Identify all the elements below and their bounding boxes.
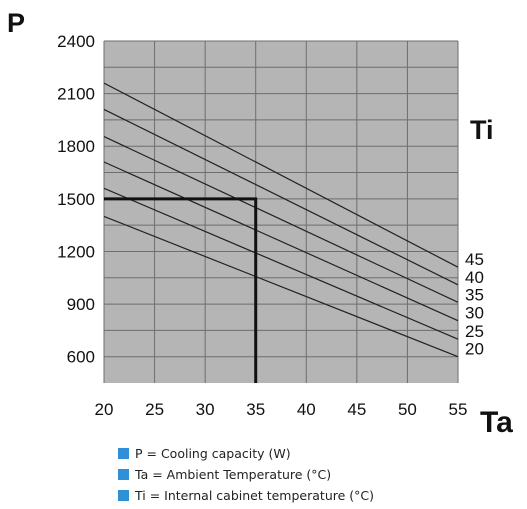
x-tick-label: 40 <box>297 400 316 419</box>
series-label-40: 40 <box>465 268 484 287</box>
x-tick-label: 45 <box>347 400 366 419</box>
legend-swatch <box>118 490 129 501</box>
x-axis-title: Ta <box>480 406 513 439</box>
series-line-25 <box>103 187 459 340</box>
series-label-35: 35 <box>465 285 484 304</box>
series-axis-title: Ti <box>470 115 494 145</box>
legend-item-ta: Ta = Ambient Temperature (°C) <box>118 464 374 485</box>
y-tick-label: 2400 <box>57 32 95 51</box>
y-tick-label: 1200 <box>57 242 95 261</box>
y-tick-label: 2100 <box>57 85 95 104</box>
legend-item-p: P = Cooling capacity (W) <box>118 443 374 464</box>
y-tick-label: 1500 <box>57 190 95 209</box>
y-tick-label: 1800 <box>57 137 95 156</box>
series-lines <box>103 82 459 358</box>
legend-swatch <box>118 469 129 480</box>
x-tick-label: 25 <box>145 400 164 419</box>
x-tick-label: 30 <box>196 400 215 419</box>
series-line-40 <box>103 108 459 286</box>
y-axis-title: P <box>7 8 25 38</box>
x-tick-label: 35 <box>246 400 265 419</box>
legend-label: Ta = Ambient Temperature (°C) <box>135 467 332 482</box>
series-label-45: 45 <box>465 250 484 269</box>
legend-item-ti: Ti = Internal cabinet temperature (°C) <box>118 485 374 506</box>
series-label-20: 20 <box>465 340 484 359</box>
y-tick-label: 600 <box>67 348 95 367</box>
legend-label: P = Cooling capacity (W) <box>135 446 291 461</box>
legend-swatch <box>118 448 129 459</box>
grid-lines <box>103 40 459 383</box>
series-line-30 <box>103 161 459 322</box>
series-label-30: 30 <box>465 304 484 323</box>
y-axis-ticks: 600 900 1200 1500 1800 2100 2400 <box>57 32 95 367</box>
series-line-20 <box>103 215 459 358</box>
series-label-25: 25 <box>465 322 484 341</box>
x-tick-label: 50 <box>398 400 417 419</box>
x-axis-ticks: 20 25 30 35 40 45 50 55 <box>95 400 468 419</box>
x-tick-label: 55 <box>449 400 468 419</box>
series-line-45 <box>103 82 459 268</box>
highlight-line <box>104 197 258 383</box>
y-tick-label: 900 <box>67 295 95 314</box>
legend-label: Ti = Internal cabinet temperature (°C) <box>135 488 374 503</box>
series-line-35 <box>103 136 459 303</box>
x-tick-label: 20 <box>95 400 114 419</box>
plot-area <box>104 41 458 383</box>
legend: P = Cooling capacity (W) Ta = Ambient Te… <box>118 443 374 506</box>
highlight-guide <box>104 197 258 383</box>
